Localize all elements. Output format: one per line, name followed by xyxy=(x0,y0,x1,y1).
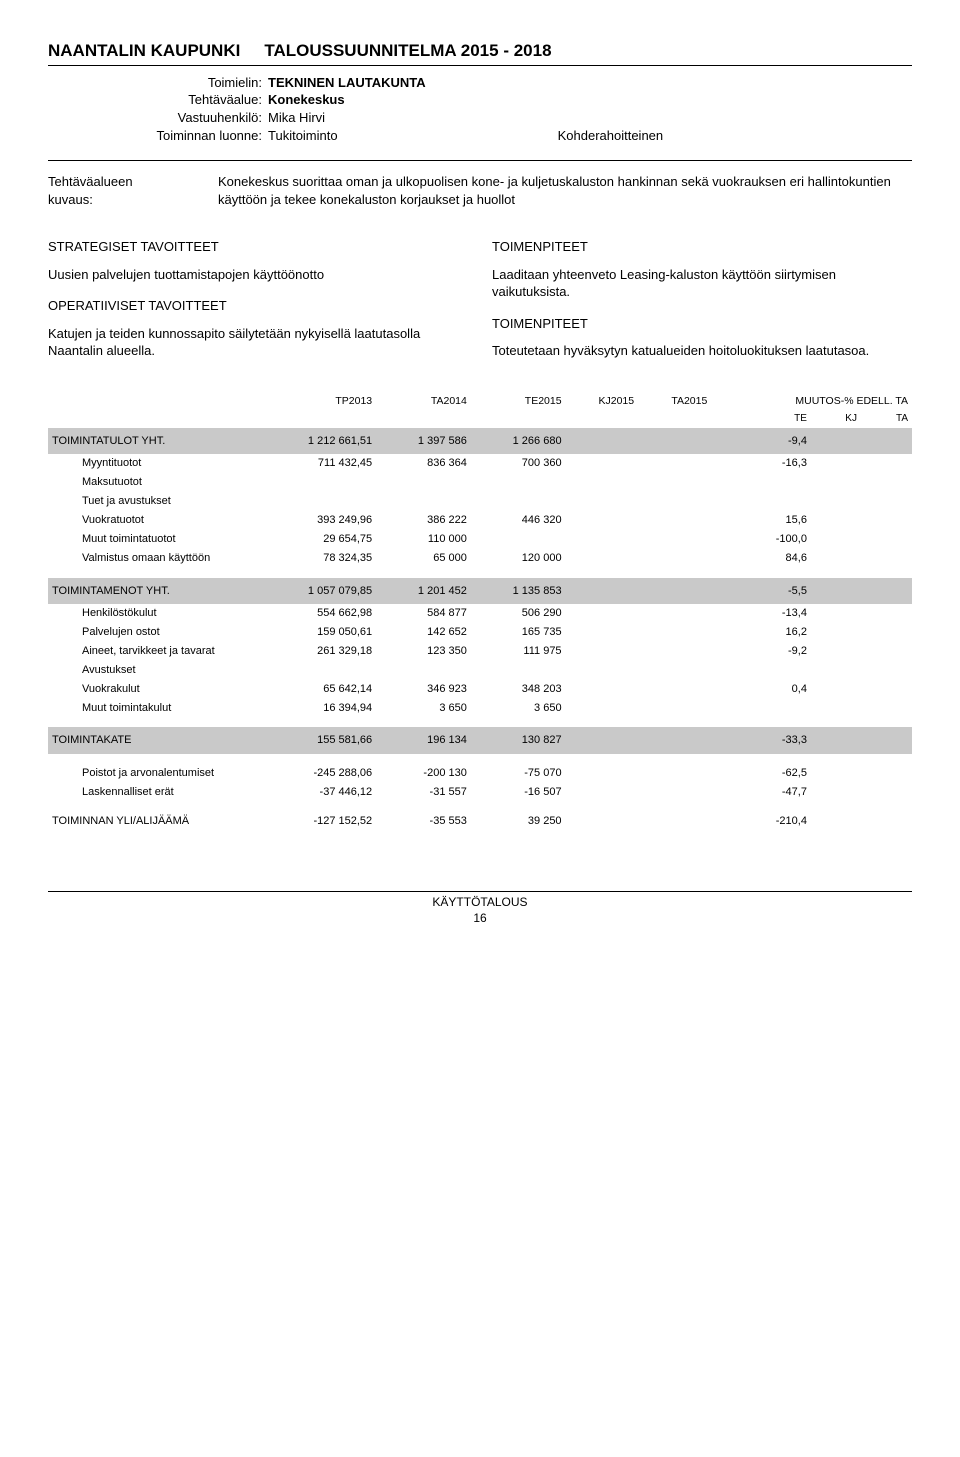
row-detail: Aineet, tarvikkeet ja tavarat261 329,181… xyxy=(48,642,912,661)
col-te2015: TE2015 xyxy=(471,392,566,410)
meta-rule xyxy=(48,160,912,161)
col-muutos: MUUTOS-% EDELL. TA xyxy=(711,392,912,410)
finance-table: TP2013 TA2014 TE2015 KJ2015 TA2015 MUUTO… xyxy=(48,392,912,831)
strat-right-text: Laaditaan yhteenveto Leasing-kaluston kä… xyxy=(492,266,912,301)
row-detail: Tuet ja avustukset xyxy=(48,492,912,511)
meta-label-luonne: Toiminnan luonne: xyxy=(112,127,268,145)
footer-page: 16 xyxy=(48,910,912,926)
row-toimintakate: TOIMINTAKATE155 581,66196 134130 827-33,… xyxy=(48,727,912,754)
desc-label-1: Tehtäväalueen xyxy=(48,173,218,191)
col-kj2015: KJ2015 xyxy=(566,392,639,410)
row-detail: Muut toimintakulut16 394,943 6503 650 xyxy=(48,699,912,718)
row-detail: Vuokratuotot393 249,96386 222446 32015,6 xyxy=(48,511,912,530)
row-detail: Avustukset xyxy=(48,661,912,680)
row-toimintamenot: TOIMINTAMENOT YHT.1 057 079,851 201 4521… xyxy=(48,578,912,605)
description-block: Tehtäväalueen kuvaus: Konekeskus suoritt… xyxy=(48,173,912,208)
org-name: NAANTALIN KAUPUNKI xyxy=(48,40,240,63)
footer-label: KÄYTTÖTALOUS xyxy=(48,894,912,910)
oper-right-text: Toteutetaan hyväksytyn katualueiden hoit… xyxy=(492,342,912,360)
row-toimintatulot: TOIMINTATULOT YHT.1 212 661,511 397 5861… xyxy=(48,428,912,455)
col-ta2015: TA2015 xyxy=(638,392,711,410)
row-detail: Maksutuotot xyxy=(48,473,912,492)
desc-label-2: kuvaus: xyxy=(48,191,218,209)
sub-kj: KJ xyxy=(811,410,861,428)
meta-value-toimielin: TEKNINEN LAUTAKUNTA xyxy=(268,74,426,92)
heading-operatiiviset: OPERATIIVISET TAVOITTEET xyxy=(48,297,468,315)
meta-label-tehtavaalue: Tehtäväalue: xyxy=(112,91,268,109)
heading-toimenpiteet-2: TOIMENPITEET xyxy=(492,315,912,333)
heading-toimenpiteet-1: TOIMENPITEET xyxy=(492,238,912,256)
row-detail: Laskennalliset erät-37 446,12-31 557-16 … xyxy=(48,783,912,802)
meta-value-luonne: Tukitoiminto xyxy=(268,127,338,145)
strat-left-text: Uusien palvelujen tuottamistapojen käytt… xyxy=(48,266,468,284)
row-detail: Myyntituotot711 432,45836 364700 360-16,… xyxy=(48,454,912,473)
row-detail: Henkilöstökulut554 662,98584 877506 290-… xyxy=(48,604,912,623)
meta-value-vastuuhenkilo: Mika Hirvi xyxy=(268,109,325,127)
meta-label-toimielin: Toimielin: xyxy=(112,74,268,92)
row-detail: Poistot ja arvonalentumiset-245 288,06-2… xyxy=(48,764,912,783)
doc-title: TALOUSSUUNNITELMA 2015 - 2018 xyxy=(264,40,551,63)
row-detail: Muut toimintatuotot29 654,75110 000-100,… xyxy=(48,530,912,549)
header-rule xyxy=(48,65,912,66)
row-ylialijaama: TOIMINNAN YLI/ALIJÄÄMÄ-127 152,52-35 553… xyxy=(48,812,912,831)
footer: KÄYTTÖTALOUS 16 xyxy=(48,891,912,926)
sub-ta: TA xyxy=(861,410,912,428)
meta-value-tehtavaalue: Konekeskus xyxy=(268,91,345,109)
meta-block: Toimielin: TEKNINEN LAUTAKUNTA Tehtäväal… xyxy=(112,74,912,144)
col-tp2013: TP2013 xyxy=(256,392,376,410)
heading-strategiset: STRATEGISET TAVOITTEET xyxy=(48,238,468,256)
row-detail: Palvelujen ostot159 050,61142 652165 735… xyxy=(48,623,912,642)
meta-label-vastuuhenkilo: Vastuuhenkilö: xyxy=(112,109,268,127)
oper-left-text: Katujen ja teiden kunnossapito säilytetä… xyxy=(48,325,468,360)
row-detail: Valmistus omaan käyttöön78 324,3565 0001… xyxy=(48,549,912,568)
row-detail: Vuokrakulut65 642,14346 923348 2030,4 xyxy=(48,680,912,699)
meta-value-kohde: Kohderahoitteinen xyxy=(558,127,664,145)
sub-te: TE xyxy=(711,410,811,428)
desc-text: Konekeskus suorittaa oman ja ulkopuolise… xyxy=(218,173,912,208)
col-ta2014: TA2014 xyxy=(376,392,471,410)
